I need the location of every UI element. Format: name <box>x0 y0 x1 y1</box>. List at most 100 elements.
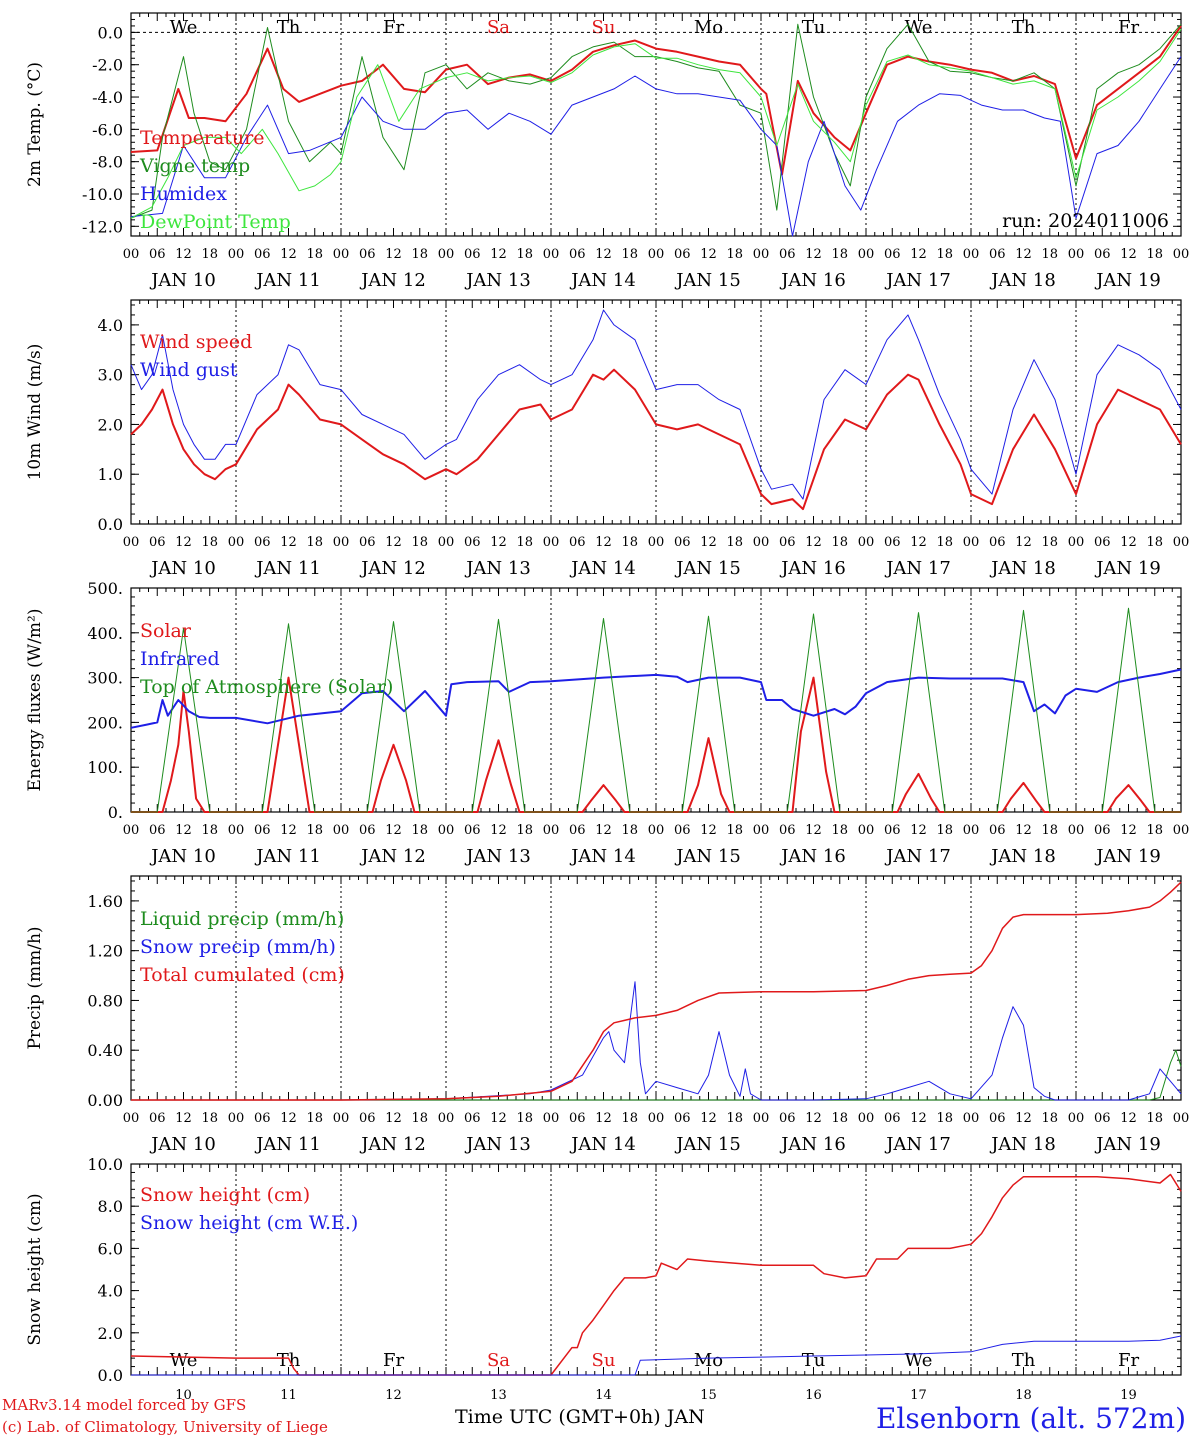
date-label: JAN 10 <box>149 270 216 291</box>
series-line-snow-height-cm-w-e- <box>131 1335 1182 1376</box>
hour-tick-label: 00 <box>228 1111 245 1126</box>
hour-tick-label: 00 <box>123 1111 140 1126</box>
hour-tick-label: 06 <box>1094 823 1111 838</box>
hour-tick-label: 00 <box>438 535 455 550</box>
hour-tick-label: 06 <box>464 1111 481 1126</box>
hour-tick-label: 00 <box>333 247 350 262</box>
y-tick-label: 10.0 <box>87 1155 123 1174</box>
hour-tick-label: 18 <box>831 535 848 550</box>
hour-tick-label: 12 <box>175 823 192 838</box>
weekday-label: Sa <box>487 17 510 38</box>
hour-tick-label: 00 <box>543 823 560 838</box>
hour-tick-label: 06 <box>254 1111 271 1126</box>
y-tick-label: 0.00 <box>87 1091 123 1110</box>
panel-1: 0.0 -2.0 -4.0 -6.0 -8.0 -10.0 -12.0 2m Temp. (°… <box>25 12 1189 291</box>
hour-tick-label: 18 <box>201 535 218 550</box>
hour-tick-label: 00 <box>753 535 770 550</box>
hour-tick-label: 00 <box>648 535 665 550</box>
hour-tick-label: 00 <box>648 1111 665 1126</box>
hour-tick-label: 12 <box>595 247 612 262</box>
series-line-dewpoint-temp <box>130 28 1182 219</box>
hour-tick-label: 12 <box>175 1111 192 1126</box>
date-label: JAN 17 <box>884 846 951 867</box>
hour-tick-label: 18 <box>201 1111 218 1126</box>
hour-tick-label: 18 <box>516 823 533 838</box>
hour-tick-label: 12 <box>595 1111 612 1126</box>
hour-tick-label: 00 <box>858 1111 875 1126</box>
series-line-top-of-atmosphere-solar- <box>131 607 1181 813</box>
hour-tick-label: 00 <box>858 535 875 550</box>
panel-5: 0.0 2.0 4.0 6.0 8.0 10.0 Snow height (cm) 10 11 1… <box>25 1155 1182 1403</box>
hour-tick-label: 06 <box>989 535 1006 550</box>
hour-tick-label: 06 <box>149 1111 166 1126</box>
hour-tick-label: 06 <box>1094 247 1111 262</box>
legend-entry: Wind gust <box>140 359 238 381</box>
y-tick-label: 2.0 <box>98 1324 123 1343</box>
series-line-wind-speed <box>130 368 1182 511</box>
date-label: JAN 17 <box>884 558 951 579</box>
hour-tick-label: 12 <box>175 535 192 550</box>
hour-tick-label: 18 <box>936 535 953 550</box>
y-axis-label: Precip (mm/h) <box>25 926 45 1049</box>
y-axis-label: 10m Wind (m/s) <box>25 344 45 481</box>
y-axis-label: Energy fluxes (W/m²) <box>25 609 45 792</box>
hour-tick-label: 06 <box>149 823 166 838</box>
weekday-label: Mo <box>694 1350 723 1371</box>
hour-tick-label: 06 <box>359 535 376 550</box>
hour-tick-label: 18 <box>201 823 218 838</box>
weekday-label: Th <box>1012 1350 1036 1371</box>
series-line-solar <box>131 676 1181 813</box>
date-label: JAN 18 <box>989 558 1056 579</box>
date-label: JAN 11 <box>254 558 321 579</box>
hour-tick-label: 12 <box>805 1111 822 1126</box>
hour-tick-label: 12 <box>910 535 927 550</box>
date-label: JAN 16 <box>779 846 846 867</box>
hour-tick-label: 06 <box>149 535 166 550</box>
date-label: JAN 19 <box>1094 270 1161 291</box>
hour-tick-label: 18 <box>516 1111 533 1126</box>
legend-entry: Vigne temp <box>139 155 250 177</box>
date-label: JAN 16 <box>779 270 846 291</box>
panel-2: 0.0 1.0 2.0 3.0 4.0 10m Wind (m/s) 00 06 12 18 JAN… <box>25 299 1189 579</box>
hour-tick-label: 12 <box>595 823 612 838</box>
hour-tick-label: 06 <box>464 247 481 262</box>
weekday-label: We <box>905 1350 933 1371</box>
hour-tick-label: 06 <box>884 247 901 262</box>
hour-tick-label: 00 <box>123 535 140 550</box>
hour-tick-label: 06 <box>359 247 376 262</box>
hour-tick-label: 06 <box>884 535 901 550</box>
date-label: JAN 14 <box>569 1134 636 1155</box>
hour-tick-label: 00 <box>1068 823 1085 838</box>
hour-tick-label: 18 <box>726 535 743 550</box>
hour-tick-label: 06 <box>989 1111 1006 1126</box>
hour-tick-label: 00 <box>438 823 455 838</box>
hour-tick-label: 06 <box>674 535 691 550</box>
hour-tick-label: 00 <box>123 823 140 838</box>
date-label: JAN 16 <box>779 1134 846 1155</box>
hour-tick-label: 18 <box>621 247 638 262</box>
hour-tick-label: 00 <box>963 535 980 550</box>
hour-tick-label: 18 <box>831 823 848 838</box>
hour-tick-label: 06 <box>359 823 376 838</box>
date-label: JAN 17 <box>884 270 951 291</box>
hour-tick-label: 12 <box>595 535 612 550</box>
hour-tick-label: 00 <box>648 823 665 838</box>
hour-tick-label: 00 <box>543 247 560 262</box>
hour-tick-label: 18 <box>306 823 323 838</box>
hour-tick-label: 18 <box>831 1111 848 1126</box>
date-label: JAN 19 <box>1094 558 1161 579</box>
date-label: JAN 12 <box>359 1134 426 1155</box>
y-tick-label: -4.0 <box>92 88 123 107</box>
hour-tick-label: 18 <box>516 247 533 262</box>
hour-tick-label: 06 <box>779 1111 796 1126</box>
hour-tick-label: 18 <box>306 1111 323 1126</box>
date-label: JAN 12 <box>359 558 426 579</box>
hour-tick-label: 06 <box>989 247 1006 262</box>
date-label: JAN 13 <box>464 558 531 579</box>
date-label: JAN 15 <box>674 1134 741 1155</box>
hour-tick-label: 06 <box>1094 1111 1111 1126</box>
hour-tick-label: 00 <box>648 247 665 262</box>
series-line-snow-height-cm- <box>130 1173 1182 1376</box>
y-tick-label: 4.0 <box>98 1282 123 1301</box>
y-tick-label: 0.0 <box>98 1366 123 1385</box>
